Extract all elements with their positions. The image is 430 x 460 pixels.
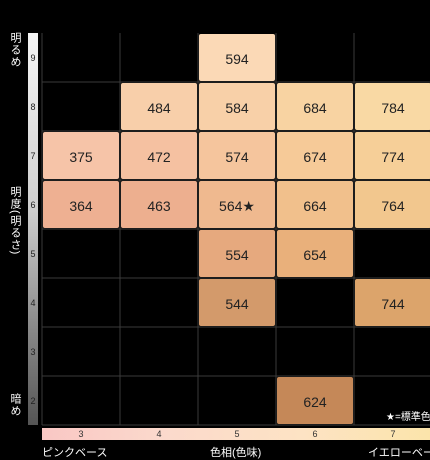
color-cell-664: [277, 181, 353, 228]
color-cell-label: 574: [225, 149, 249, 165]
y-tick-label: 4: [30, 298, 35, 308]
color-cell-label: 684: [303, 100, 327, 116]
y-tick-label: 6: [30, 200, 35, 210]
color-cell-784: [355, 83, 430, 130]
axis-y-bottom-label: 暗め: [9, 393, 21, 417]
x-tick-label: 3: [78, 429, 83, 439]
color-cell-label: 463: [147, 198, 171, 214]
color-cell-744: [355, 279, 430, 326]
color-cell-label: 544: [225, 296, 249, 312]
color-cell-label: 744: [381, 296, 405, 312]
color-cell-574: [199, 132, 275, 179]
x-tick-label: 7: [390, 429, 395, 439]
color-cell-654: [277, 230, 353, 277]
hue-scale-bar: [42, 428, 430, 440]
x-tick-label: 4: [156, 429, 161, 439]
color-cell-484: [121, 83, 197, 130]
color-cell-554: [199, 230, 275, 277]
color-cell-594: [199, 34, 275, 81]
y-tick-label: 5: [30, 249, 35, 259]
lightness-scale-bar: [28, 33, 38, 425]
y-tick-label: 7: [30, 151, 35, 161]
color-cell-label: 764: [381, 198, 405, 214]
color-cell-label: 375: [69, 149, 93, 165]
y-tick-label: 3: [30, 347, 35, 357]
color-cell-label: 784: [381, 100, 405, 116]
color-cell-label: 664: [303, 198, 327, 214]
color-cell-624: [277, 377, 353, 424]
color-cell-774: [355, 132, 430, 179]
color-cell-463: [121, 181, 197, 228]
axis-x-middle-label: 色相(色味): [210, 447, 262, 459]
axis-y-top-label: 明るめ: [9, 32, 21, 68]
color-cell-label: 484: [147, 100, 171, 116]
y-tick-label: 8: [30, 102, 35, 112]
y-tick-label: 2: [30, 396, 35, 406]
color-cell-674: [277, 132, 353, 179]
color-cell-label: 584: [225, 100, 249, 116]
color-cell-label: 364: [69, 198, 93, 214]
axis-x-left-label: ピンクベース: [42, 447, 108, 459]
color-cell-label: 674: [303, 149, 327, 165]
color-cell-364: [43, 181, 119, 228]
color-cell-label: 774: [381, 149, 405, 165]
color-cell-564: [199, 181, 275, 228]
color-cell-label: 594: [225, 51, 249, 67]
color-cell-label: 564★: [219, 198, 255, 214]
legend-note: ★=標準色: [386, 412, 430, 423]
color-cell-684: [277, 83, 353, 130]
x-tick-label: 5: [234, 429, 239, 439]
color-cell-label: 554: [225, 247, 249, 263]
color-cell-472: [121, 132, 197, 179]
color-cell-label: 624: [303, 394, 327, 410]
color-cell-375: [43, 132, 119, 179]
color-cell-584: [199, 83, 275, 130]
axis-y-middle-label: 明度(明るさ): [9, 186, 21, 256]
color-cell-label: 654: [303, 247, 327, 263]
color-cell-764: [355, 181, 430, 228]
y-tick-label: 9: [30, 53, 35, 63]
x-tick-label: 6: [312, 429, 317, 439]
axis-x-right-label: イエローベース: [368, 447, 430, 459]
color-cell-label: 472: [147, 149, 171, 165]
color-cell-544: [199, 279, 275, 326]
